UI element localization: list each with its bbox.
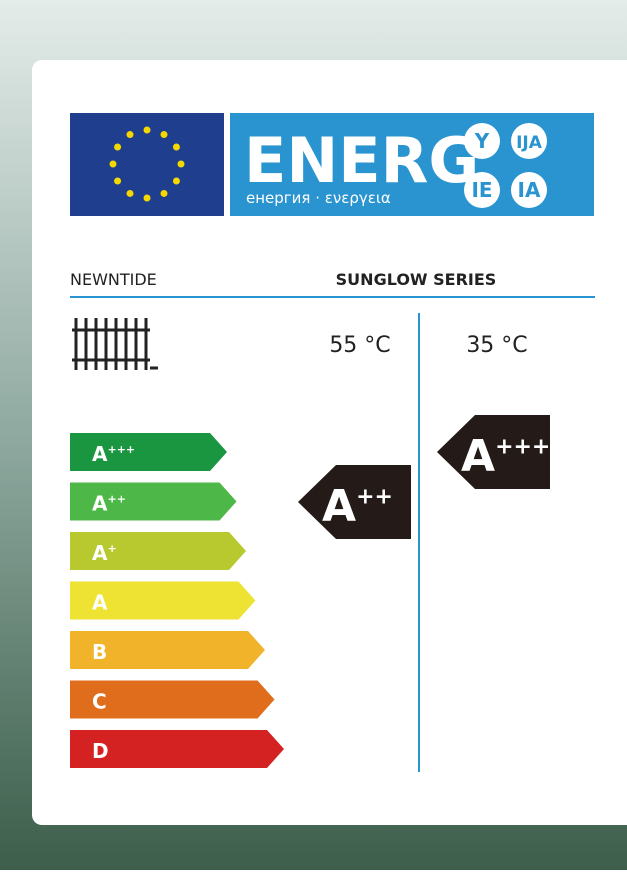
class-letter: A [322,481,356,532]
star [144,127,151,134]
star [173,178,180,185]
class-letter: B [92,640,107,664]
suffix: Y [474,129,490,153]
logo-word: ENERG [244,124,479,197]
class-letter: A [92,492,108,516]
supplier: NEWNTIDE [70,270,157,289]
star [127,131,134,138]
suffix: IE [471,178,492,202]
radiator-icon [72,318,158,370]
class-label: C [92,690,107,714]
class-label: B [92,640,107,664]
class-label: A [92,591,108,615]
star [114,144,121,151]
class-letter: D [92,739,109,763]
class-sup: + [107,542,116,555]
model: SUNGLOW SERIES [336,270,497,289]
suffix: IA [518,178,541,202]
star [144,195,151,202]
class-letter: A [461,431,495,482]
column-header: 55 °C [329,333,390,358]
class-sup: +++ [495,434,550,459]
suffix: IJA [516,133,543,153]
star [161,131,168,138]
class-letter: A [92,541,108,565]
page: ENERG енергия · ενεργεια NEWNTIDE SUNGLO… [0,0,627,870]
class-letter: C [92,690,107,714]
class-sup: ++ [356,484,393,509]
star [178,161,185,168]
star [173,144,180,151]
star [161,190,168,197]
star [110,161,117,168]
class-sup: ++ [107,493,125,506]
star [114,178,121,185]
class-letter: A [92,591,108,615]
class-letter: A [92,442,108,466]
logo-subtitle: енергия · ενεργεια [246,189,391,207]
label-screen: ENERG енергия · ενεργεια NEWNTIDE SUNGLO… [0,0,627,870]
star [127,190,134,197]
class-sup: +++ [107,443,135,456]
column-header: 35 °C [466,333,527,358]
class-label: D [92,739,109,763]
